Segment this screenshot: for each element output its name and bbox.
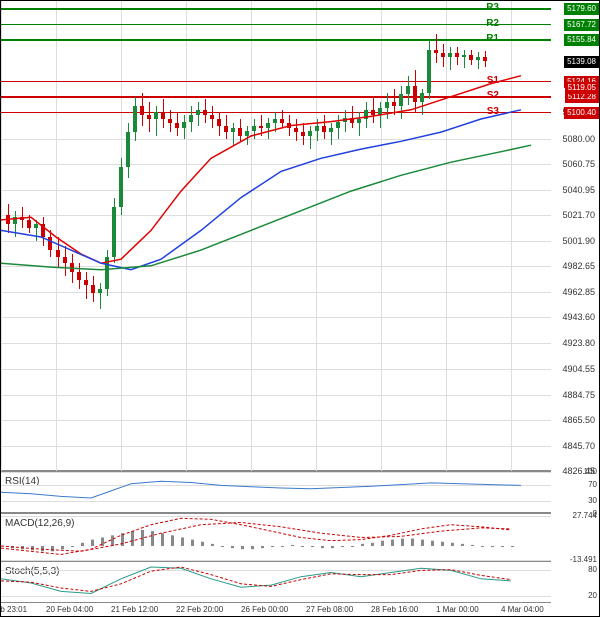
x-tick-label: 20 Feb 04:00 <box>46 605 93 614</box>
x-tick-label: Feb 23:01 <box>0 605 27 614</box>
indicator-ytick: 20 <box>588 591 597 600</box>
rsi-panel[interactable]: RSI(14) 03070100 <box>1 471 551 513</box>
sr-line-s1 <box>1 81 551 83</box>
current-price-tag: 5139.08 <box>564 56 599 68</box>
sr-price-tag: 5100.40 <box>564 107 599 119</box>
x-tick-label: 21 Feb 12:00 <box>111 605 158 614</box>
macd-panel[interactable]: MACD(12,26,9) -13.49127.744 <box>1 513 551 561</box>
y-tick-label: 4904.55 <box>562 364 595 374</box>
sr-price-tag: 5179.60 <box>564 3 599 15</box>
sr-line-r1 <box>1 39 551 41</box>
price-chart-panel[interactable]: R3 R2 R1 S1 S2 S3 <box>1 1 551 471</box>
x-tick-label: 1 Mar 00:00 <box>436 605 479 614</box>
stoch-panel[interactable]: Stoch(5,5,3) 2080 <box>1 561 551 603</box>
macd-line <box>1 518 511 554</box>
y-tick-label: 4923.80 <box>562 338 595 348</box>
sr-price-tag: 5155.84 <box>564 34 599 46</box>
y-tick-label: 5001.90 <box>562 236 595 246</box>
indicator-ytick: 70 <box>588 480 597 489</box>
y-tick-label: 5021.70 <box>562 210 595 220</box>
y-tick-label: 5060.75 <box>562 159 595 169</box>
sr-line-r3 <box>1 8 551 10</box>
sr-line-s3 <box>1 112 551 114</box>
stoch-yaxis: 2080 <box>551 562 600 602</box>
y-tick-label: 5080.00 <box>562 134 595 144</box>
macd-label: MACD(12,26,9) <box>5 518 74 529</box>
sr-label-r2: R2 <box>486 18 499 29</box>
indicator-ytick: 30 <box>588 496 597 505</box>
macd-signal <box>1 523 511 552</box>
rsi-yaxis: 03070100 <box>551 472 600 512</box>
y-tick-label: 4865.50 <box>562 415 595 425</box>
sr-label-s2: S2 <box>487 90 499 101</box>
trading-chart-container: R3R2R1S1S2S3 4826.454845.704865.504884.7… <box>0 0 600 617</box>
y-tick-label: 4884.75 <box>562 390 595 400</box>
price-y-axis: 4826.454845.704865.504884.754904.554923.… <box>549 1 599 471</box>
ma_red-line <box>1 76 521 264</box>
indicator-ytick: 27.744 <box>573 511 597 520</box>
x-tick-label: 22 Feb 20:00 <box>176 605 223 614</box>
indicator-ytick: 80 <box>588 565 597 574</box>
sr-label-s3: S3 <box>487 106 499 117</box>
x-tick-label: 4 Mar 04:00 <box>501 605 544 614</box>
y-tick-label: 4962.85 <box>562 287 595 297</box>
y-tick-label: 5040.95 <box>562 185 595 195</box>
y-tick-label: 4943.60 <box>562 312 595 322</box>
stoch-label: Stoch(5,5,3) <box>5 566 59 577</box>
x-tick-label: 27 Feb 08:00 <box>306 605 353 614</box>
sr-price-tag: 5167.72 <box>564 19 599 31</box>
price-tag: 5119.05 <box>565 82 599 94</box>
macd-yaxis: -13.49127.744 <box>551 514 600 560</box>
y-tick-label: 4982.65 <box>562 261 595 271</box>
indicator-ytick: 100 <box>584 467 597 476</box>
time-x-axis: Feb 23:01 20 Feb 04:00 21 Feb 12:00 22 Feb … <box>1 601 551 616</box>
sr-label-r1: R1 <box>486 33 499 44</box>
x-tick-label: 28 Feb 16:00 <box>371 605 418 614</box>
sr-label-r3: R3 <box>486 2 499 13</box>
y-tick-label: 4845.70 <box>562 441 595 451</box>
sr-line-s2 <box>1 96 551 98</box>
sr-label-s1: S1 <box>487 75 499 86</box>
x-tick-label: 26 Feb 00:00 <box>241 605 288 614</box>
sr-line-r2 <box>1 24 551 26</box>
